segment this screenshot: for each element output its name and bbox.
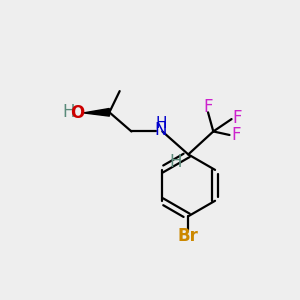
Text: H: H [62, 103, 74, 121]
Text: O: O [70, 104, 84, 122]
Text: H: H [170, 153, 182, 171]
Text: F: F [203, 98, 213, 116]
Polygon shape [83, 109, 110, 116]
Text: Br: Br [178, 227, 199, 245]
Text: F: F [231, 126, 241, 144]
Text: F: F [233, 109, 242, 127]
Text: H: H [155, 116, 166, 131]
Text: N: N [154, 121, 167, 139]
